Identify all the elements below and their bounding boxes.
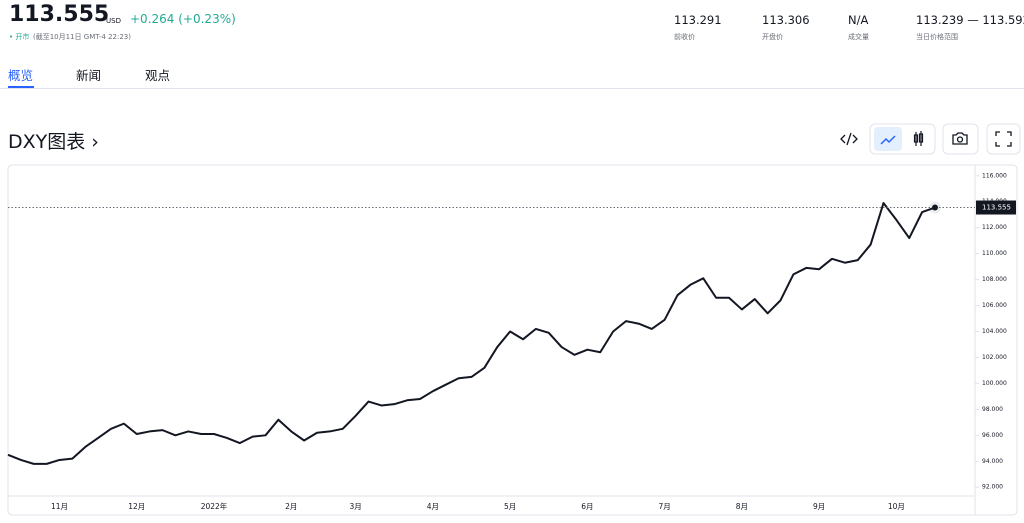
chart-heading[interactable]: DXY图表 › [8,131,99,153]
stat-value: 113.291 [674,13,722,27]
embed-button[interactable] [840,132,858,146]
y-tick-label: 98.000 [982,406,1003,413]
x-tick-label: 4月 [427,502,439,511]
stat-value: 113.306 [762,13,810,27]
x-tick-label: 6月 [581,502,593,511]
candle-body [913,134,919,143]
x-tick-label: 8月 [736,502,748,511]
tab[interactable]: 概览 [8,68,34,83]
stat-label: 前收价 [674,33,695,41]
stat-label: 成交量 [848,33,869,41]
camera-icon [952,132,968,145]
x-tick-label: 3月 [349,502,361,511]
x-tick-label: 5月 [504,502,516,511]
y-tick-label: 108.000 [982,276,1007,283]
y-tick-label: 106.000 [982,302,1007,309]
camera-lens [956,136,964,143]
embed-icon [840,132,858,146]
stat-label: 当日价格范围 [916,33,958,41]
x-tick-label: 10月 [888,502,905,511]
candle-type-button[interactable] [913,131,924,146]
last-price-tag [976,200,1016,215]
market-status: • 开市 [9,33,30,41]
timestamp: (截至10月11日 GMT-4 22:23) [33,33,131,41]
price: 113.555 [9,2,110,27]
x-tick-label: 2022年 [201,501,228,511]
change-percent: (+0.23%) [178,12,236,26]
y-tick-label: 96.000 [982,432,1003,439]
y-tick-label: 112.000 [982,224,1007,231]
stat-value: N/A [848,13,869,27]
y-tick-label: 94.000 [982,458,1003,465]
tab[interactable]: 观点 [145,68,171,83]
fullscreen-icon [995,131,1012,147]
candle-body [918,133,924,143]
line-type-button[interactable] [874,127,902,151]
stat-label: 开盘价 [762,33,783,41]
x-tick-label: 12月 [128,502,145,511]
snapshot-button[interactable] [942,123,979,155]
y-tick-label: 100.000 [982,380,1007,387]
x-tick-label: 2月 [285,502,297,511]
price-line [7,202,936,465]
last-price-label: 113.555 [982,204,1011,212]
y-tick-label: 116.000 [982,172,1007,179]
change: +0.264 (+0.23%) [130,12,236,26]
x-tick-label: 9月 [813,502,825,511]
y-tick-label: 104.000 [982,328,1007,335]
tab-underline [8,86,34,88]
y-tick-label: 92.000 [982,484,1003,491]
stat-value: 113.239 — 113.592 [916,13,1024,27]
tab[interactable]: 新闻 [76,68,102,83]
change-value: +0.264 [130,12,175,26]
fullscreen-button[interactable] [986,123,1021,155]
x-tick-label: 7月 [658,502,670,511]
x-tick-label: 11月 [51,502,68,511]
currency: USD [106,17,121,25]
y-tick-label: 102.000 [982,354,1007,361]
chart-frame [7,164,1018,516]
line-icon [880,135,896,145]
y-tick-label: 110.000 [982,250,1007,257]
last-point [932,204,938,211]
divider [0,88,1024,89]
